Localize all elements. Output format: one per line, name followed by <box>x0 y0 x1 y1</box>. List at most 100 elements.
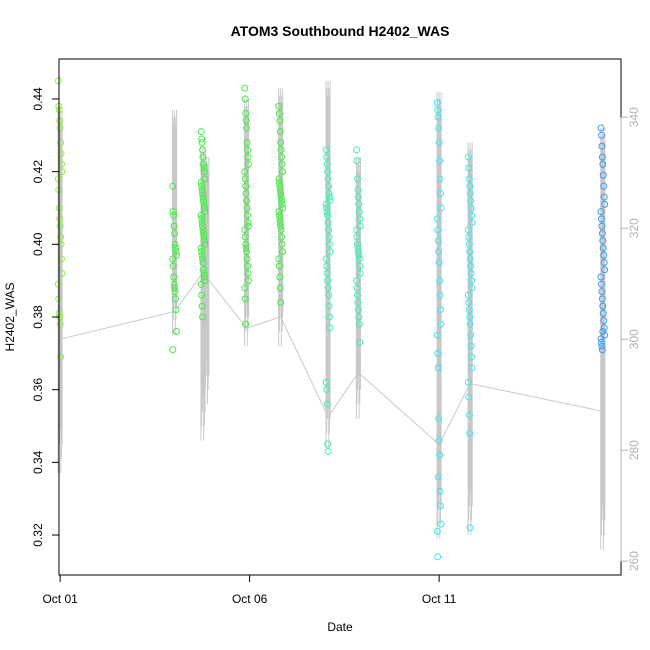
data-point <box>354 248 362 256</box>
data-point <box>325 240 333 248</box>
data-point <box>198 186 206 194</box>
data-point <box>435 139 443 147</box>
data-point <box>275 255 283 263</box>
data-point <box>275 175 283 183</box>
data-point <box>169 262 177 270</box>
data-point <box>171 295 179 303</box>
data-point <box>276 219 284 227</box>
data-point <box>199 146 207 154</box>
data-point <box>197 128 205 136</box>
data-point <box>201 208 209 216</box>
data-point <box>198 302 206 310</box>
data-point <box>465 306 473 314</box>
data-point <box>326 324 334 332</box>
data-point <box>433 331 441 339</box>
x-axis: Oct 01 Oct 06 Oct 11 <box>42 574 457 606</box>
data-point <box>434 553 442 561</box>
data-point <box>355 251 363 259</box>
data-point <box>199 313 207 321</box>
data-point <box>353 157 361 165</box>
data-point <box>276 128 284 136</box>
data-point <box>599 302 607 310</box>
data-point <box>468 219 476 227</box>
data-point <box>200 269 208 277</box>
data-point <box>354 244 362 252</box>
data-point <box>275 110 283 118</box>
data-point <box>324 175 332 183</box>
data-point <box>324 440 332 448</box>
data-point <box>169 255 177 263</box>
data-point <box>354 193 362 201</box>
data-point <box>198 182 206 190</box>
data-point <box>198 248 206 256</box>
data-point <box>353 175 361 183</box>
data-point <box>172 306 180 314</box>
data-point <box>435 258 443 266</box>
data-point <box>277 298 285 306</box>
data-point <box>170 280 178 288</box>
data-point <box>54 280 62 288</box>
data-point <box>56 222 64 230</box>
data-point <box>276 284 284 292</box>
data-point <box>275 179 283 187</box>
data-point <box>601 266 609 274</box>
data-point <box>57 139 65 147</box>
data-point <box>277 226 285 234</box>
data-point <box>276 117 284 125</box>
data-point <box>172 328 180 336</box>
x-tick-label: Oct 06 <box>232 592 268 606</box>
data-point <box>326 248 334 256</box>
data-point <box>466 320 474 328</box>
data-point <box>171 284 179 292</box>
data-point <box>323 153 331 161</box>
data-point <box>434 473 442 481</box>
data-point <box>597 338 605 346</box>
data-point <box>598 153 606 161</box>
data-point <box>465 240 473 248</box>
data-point <box>323 160 331 168</box>
data-point <box>467 262 475 270</box>
data-point <box>436 189 444 197</box>
data-point <box>325 182 333 190</box>
data-point <box>599 244 607 252</box>
data-point <box>437 520 445 528</box>
data-point <box>243 146 251 154</box>
data-point <box>464 378 472 386</box>
data-point <box>356 269 364 277</box>
data-point <box>597 215 605 223</box>
data-point <box>169 182 177 190</box>
data-point <box>198 291 206 299</box>
data-point <box>242 110 250 118</box>
data-point <box>323 386 331 394</box>
data-point <box>57 353 65 361</box>
data-point <box>600 251 608 259</box>
data-point <box>57 233 65 241</box>
data-point <box>468 364 476 372</box>
data-point <box>323 262 331 270</box>
data-point <box>353 284 361 292</box>
data-point <box>275 211 283 219</box>
data-point <box>197 211 205 219</box>
data-point <box>171 244 179 252</box>
data-point <box>433 99 441 107</box>
data-point <box>324 447 332 455</box>
data-point <box>323 400 331 408</box>
data-point <box>200 164 208 172</box>
data-point <box>278 197 286 205</box>
data-point <box>56 215 64 223</box>
data-point <box>199 153 207 161</box>
data-point <box>466 255 474 263</box>
data-point <box>355 255 363 263</box>
data-point <box>355 320 363 328</box>
data-point <box>199 226 207 234</box>
data-point <box>199 197 207 205</box>
data-point <box>201 175 209 183</box>
data-point <box>277 193 285 201</box>
data-point <box>468 353 476 361</box>
data-point <box>436 291 444 299</box>
data-point <box>354 186 362 194</box>
data-point <box>241 95 249 103</box>
data-point <box>466 182 474 190</box>
data-point <box>466 248 474 256</box>
data-point <box>241 284 249 292</box>
